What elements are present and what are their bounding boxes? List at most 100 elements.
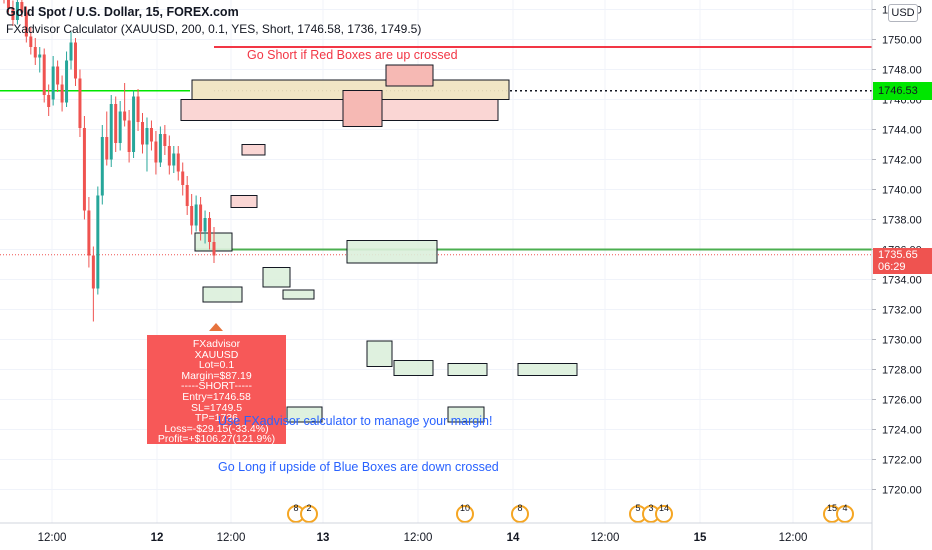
candle-body bbox=[100, 137, 104, 196]
candle-body bbox=[78, 78, 82, 128]
event-count: 3 bbox=[648, 503, 653, 513]
info-line: FXadvisor bbox=[192, 338, 241, 350]
event-count: 8 bbox=[517, 503, 522, 513]
candle-body bbox=[11, 8, 15, 20]
y-tick-label: 1744.00 bbox=[882, 125, 922, 137]
candle-body bbox=[65, 60, 69, 103]
candle-body bbox=[114, 104, 118, 143]
candle-body bbox=[149, 128, 153, 142]
candle-body bbox=[6, 0, 10, 8]
y-tick-label: 1722.00 bbox=[882, 455, 922, 467]
event-flag-icon bbox=[655, 505, 673, 523]
info-line: Margin=$87.19 bbox=[181, 369, 252, 382]
candle-body bbox=[181, 171, 185, 185]
candle-body bbox=[199, 204, 203, 232]
x-tick-label: 12:00 bbox=[591, 532, 620, 544]
symbol-title: Gold Spot / U.S. Dollar, 15, FOREX.com bbox=[6, 5, 239, 19]
candle-body bbox=[33, 47, 37, 58]
info-line: TP=1736 bbox=[195, 412, 238, 425]
currency-button[interactable]: USD bbox=[888, 4, 918, 22]
time-axis[interactable]: 12:00 12 12:00 13 12:00 14 12:00 15 12:00 bbox=[38, 532, 808, 544]
x-tick-label: 12 bbox=[151, 532, 164, 544]
y-tick-label: 1724.00 bbox=[882, 425, 922, 437]
info-line: SL=1749.5 bbox=[190, 401, 243, 414]
signal-box bbox=[366, 340, 393, 367]
candle-body bbox=[194, 204, 198, 226]
candle-body bbox=[69, 42, 73, 61]
y-tick-label: 1748.00 bbox=[882, 65, 922, 77]
candle-body bbox=[20, 2, 24, 13]
y-tick-label: 1730.00 bbox=[882, 335, 922, 347]
candle-body bbox=[212, 242, 216, 256]
signal-box bbox=[447, 363, 488, 376]
candle-body bbox=[118, 111, 122, 143]
y-tick-label: 1750.00 bbox=[882, 35, 922, 47]
candle-body bbox=[123, 111, 127, 121]
y-tick-label: 1732.00 bbox=[882, 305, 922, 317]
y-tick-label: 1734.00 bbox=[882, 275, 922, 287]
calculator-instruction: Use FXadvisor calculator to manage your … bbox=[218, 414, 493, 428]
candle-body bbox=[96, 195, 100, 289]
candle-body bbox=[158, 134, 162, 163]
y-tick-label: 1728.00 bbox=[882, 365, 922, 377]
y-tick-label: 1740.00 bbox=[882, 185, 922, 197]
candle-body bbox=[47, 95, 51, 107]
candle-body bbox=[15, 2, 19, 20]
entry-price-label: 1746.53 bbox=[873, 81, 932, 100]
signal-box bbox=[282, 289, 315, 300]
candle-body bbox=[167, 146, 171, 166]
signal-box bbox=[262, 267, 291, 288]
candle-body bbox=[38, 54, 42, 58]
signal-box bbox=[517, 363, 578, 376]
candle-body bbox=[87, 210, 91, 256]
event-count: 14 bbox=[659, 503, 669, 513]
signal-box bbox=[447, 406, 485, 423]
y-tick-label: 1738.00 bbox=[882, 215, 922, 227]
event-markers: 8 2 10 8 5 3 14 15 4 bbox=[287, 503, 854, 523]
position-info-box: FXadvisor XAUUSD Lot=0.1 Margin=$87.19 -… bbox=[147, 335, 286, 444]
info-line: Profit=+$106.27(121.9%) bbox=[157, 433, 276, 446]
candle-body bbox=[109, 104, 113, 160]
candle-body bbox=[145, 128, 149, 145]
event-flag-icon bbox=[300, 505, 318, 523]
long-instruction: Go Long if upside of Blue Boxes are down… bbox=[218, 460, 499, 474]
indicator-title: FXadvisor Calculator (XAUUSD, 200, 0.1, … bbox=[6, 22, 422, 36]
event-flag-icon bbox=[511, 505, 529, 523]
info-line: -----SHORT----- bbox=[181, 380, 252, 393]
info-line: Loss=-$29.15(-33.4%) bbox=[164, 422, 269, 435]
candle-body bbox=[190, 206, 194, 226]
event-count: 4 bbox=[842, 503, 847, 513]
signal-box bbox=[230, 195, 258, 208]
candle-body bbox=[154, 141, 158, 163]
candle-body bbox=[208, 218, 212, 242]
candle-body bbox=[91, 255, 95, 289]
event-count: 15 bbox=[827, 503, 837, 513]
candle-body bbox=[163, 134, 167, 146]
short-instruction: Go Short if Red Boxes are up crossed bbox=[247, 48, 458, 62]
signal-box bbox=[385, 64, 434, 87]
x-tick-label: 15 bbox=[694, 532, 707, 544]
signal-box bbox=[286, 406, 323, 423]
y-tick-label: 1742.00 bbox=[882, 155, 922, 167]
candle-body bbox=[60, 84, 64, 103]
signal-box bbox=[180, 99, 499, 121]
event-count: 2 bbox=[306, 503, 311, 513]
candle-body bbox=[56, 66, 60, 85]
x-tick-label: 12:00 bbox=[217, 532, 246, 544]
y-tick-label: 1720.00 bbox=[882, 485, 922, 497]
candle-body bbox=[176, 153, 180, 172]
signal-box bbox=[241, 144, 266, 156]
x-tick-label: 12:00 bbox=[779, 532, 808, 544]
x-tick-label: 12:00 bbox=[38, 532, 67, 544]
x-tick-label: 13 bbox=[317, 532, 330, 544]
candle-body bbox=[185, 185, 189, 206]
current-price-value: 1735.65 bbox=[878, 248, 918, 261]
candle-body bbox=[127, 120, 131, 152]
event-flag-icon bbox=[836, 505, 854, 523]
x-tick-label: 14 bbox=[507, 532, 520, 544]
info-line: XAUUSD bbox=[194, 348, 239, 361]
current-price-label: 1735.65 06:29 bbox=[873, 247, 932, 274]
signal-box bbox=[342, 90, 383, 127]
candle-body bbox=[132, 96, 136, 152]
info-line: Lot=0.1 bbox=[198, 359, 235, 372]
